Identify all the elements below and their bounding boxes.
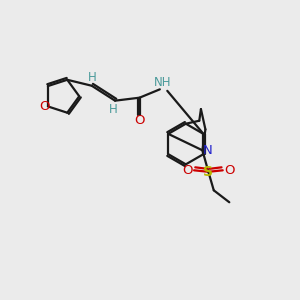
Text: H: H (109, 103, 118, 116)
Text: O: O (224, 164, 235, 177)
Text: S: S (203, 165, 213, 179)
Text: H: H (88, 71, 97, 84)
Text: O: O (39, 100, 49, 113)
Text: O: O (182, 164, 193, 177)
Text: N: N (203, 144, 213, 157)
Text: NH: NH (154, 76, 171, 89)
Text: O: O (134, 115, 145, 128)
